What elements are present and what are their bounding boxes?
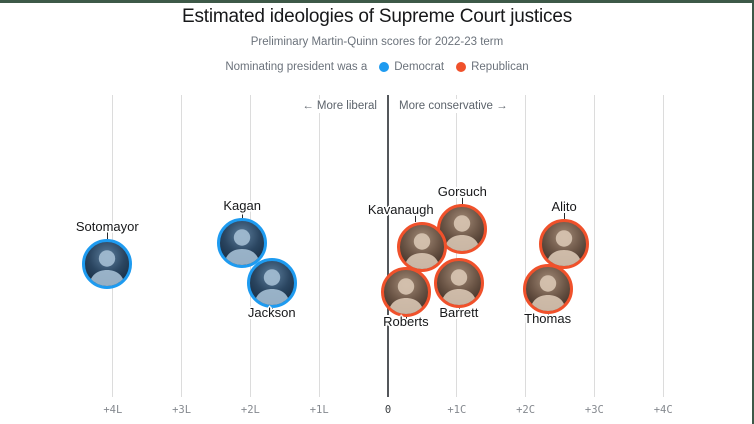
justice-label: Thomas (524, 311, 572, 326)
page-title: Estimated ideologies of Supreme Court ju… (182, 6, 572, 27)
justice-jackson (246, 258, 297, 308)
avatar-kavanaugh (396, 222, 447, 272)
avatar-roberts (380, 267, 431, 317)
right-accent-bar (752, 0, 754, 424)
portrait-silhouette-icon (388, 278, 424, 314)
axis-gridline (318, 95, 320, 397)
legend-dot-democrat-icon (379, 62, 390, 72)
axis-tick-label: +1C (447, 404, 467, 416)
portrait-silhouette-icon (444, 215, 481, 251)
portrait-silhouette-icon (441, 269, 477, 305)
axis-tick-label: +3C (584, 404, 604, 416)
portrait-silhouette-icon (89, 250, 126, 286)
legend-label: Nominating president was a (225, 61, 368, 73)
axis-direction-label-liberal: ← More liberal (299, 99, 380, 113)
label-leader-line (564, 212, 566, 219)
justice-label: Jackson (247, 305, 296, 320)
portrait-silhouette-icon (403, 233, 440, 269)
portrait-silhouette-icon (529, 275, 566, 311)
label-leader-line (547, 314, 549, 318)
justice-alito (539, 219, 590, 269)
axis-tick-label: +3L (172, 404, 192, 416)
axis-tick-label: +1L (309, 404, 329, 416)
legend-dot-republican-icon (456, 62, 467, 72)
axis-tick-label: +4C (653, 404, 673, 416)
axis-tick-label: +2C (516, 404, 536, 416)
axis-tick-label: +2L (240, 404, 260, 416)
legend: Nominating president was a Democrat Repub… (0, 61, 754, 73)
justice-label: Roberts (383, 314, 429, 329)
justice-barrett (433, 258, 484, 308)
portrait-silhouette-icon (224, 229, 260, 265)
page-subtitle: Preliminary Martin-Quinn scores for 2022… (250, 36, 504, 48)
avatar-kagan (217, 218, 268, 268)
axis-tick-label: 0 (384, 404, 392, 416)
avatar-barrett (433, 258, 484, 308)
avatar-alito (539, 219, 590, 269)
axis-direction-label-conservative: More conservative → (396, 99, 511, 113)
axis-gridline (525, 95, 527, 397)
justice-sotomayor (82, 239, 133, 289)
top-accent-bar (0, 0, 754, 3)
label-leader-line (405, 317, 407, 321)
axis-gridline (181, 95, 183, 397)
portrait-silhouette-icon (546, 230, 582, 266)
legend-item-democrat: Democrat (379, 61, 444, 73)
avatar-sotomayor (82, 239, 133, 289)
justice-label: Barrett (439, 305, 479, 320)
label-leader-line (462, 197, 464, 204)
justice-kavanaugh (396, 222, 447, 272)
justice-roberts (380, 267, 431, 317)
label-leader-line (107, 232, 109, 239)
avatar-thomas (522, 264, 573, 314)
legend-item-label: Republican (471, 61, 529, 73)
axis-tick-label: +4L (103, 404, 123, 416)
justice-kagan (217, 218, 268, 268)
label-leader-line (271, 308, 273, 312)
label-leader-line (414, 215, 416, 222)
justice-thomas (522, 264, 573, 314)
axis-gridline (662, 95, 664, 397)
justice-label: Kavanaugh (367, 202, 434, 217)
justice-label: Sotomayor (75, 219, 139, 234)
avatar-jackson (246, 258, 297, 308)
label-leader-line (458, 308, 460, 312)
axis-zero-line (387, 95, 389, 397)
axis-gridline (593, 95, 595, 397)
legend-item-republican: Republican (456, 61, 529, 73)
portrait-silhouette-icon (253, 269, 290, 305)
justice-label: Gorsuch (437, 184, 487, 199)
justice-label: Alito (551, 199, 577, 214)
legend-item-label: Democrat (394, 61, 445, 73)
label-leader-line (242, 211, 244, 218)
justice-label: Kagan (223, 198, 261, 213)
